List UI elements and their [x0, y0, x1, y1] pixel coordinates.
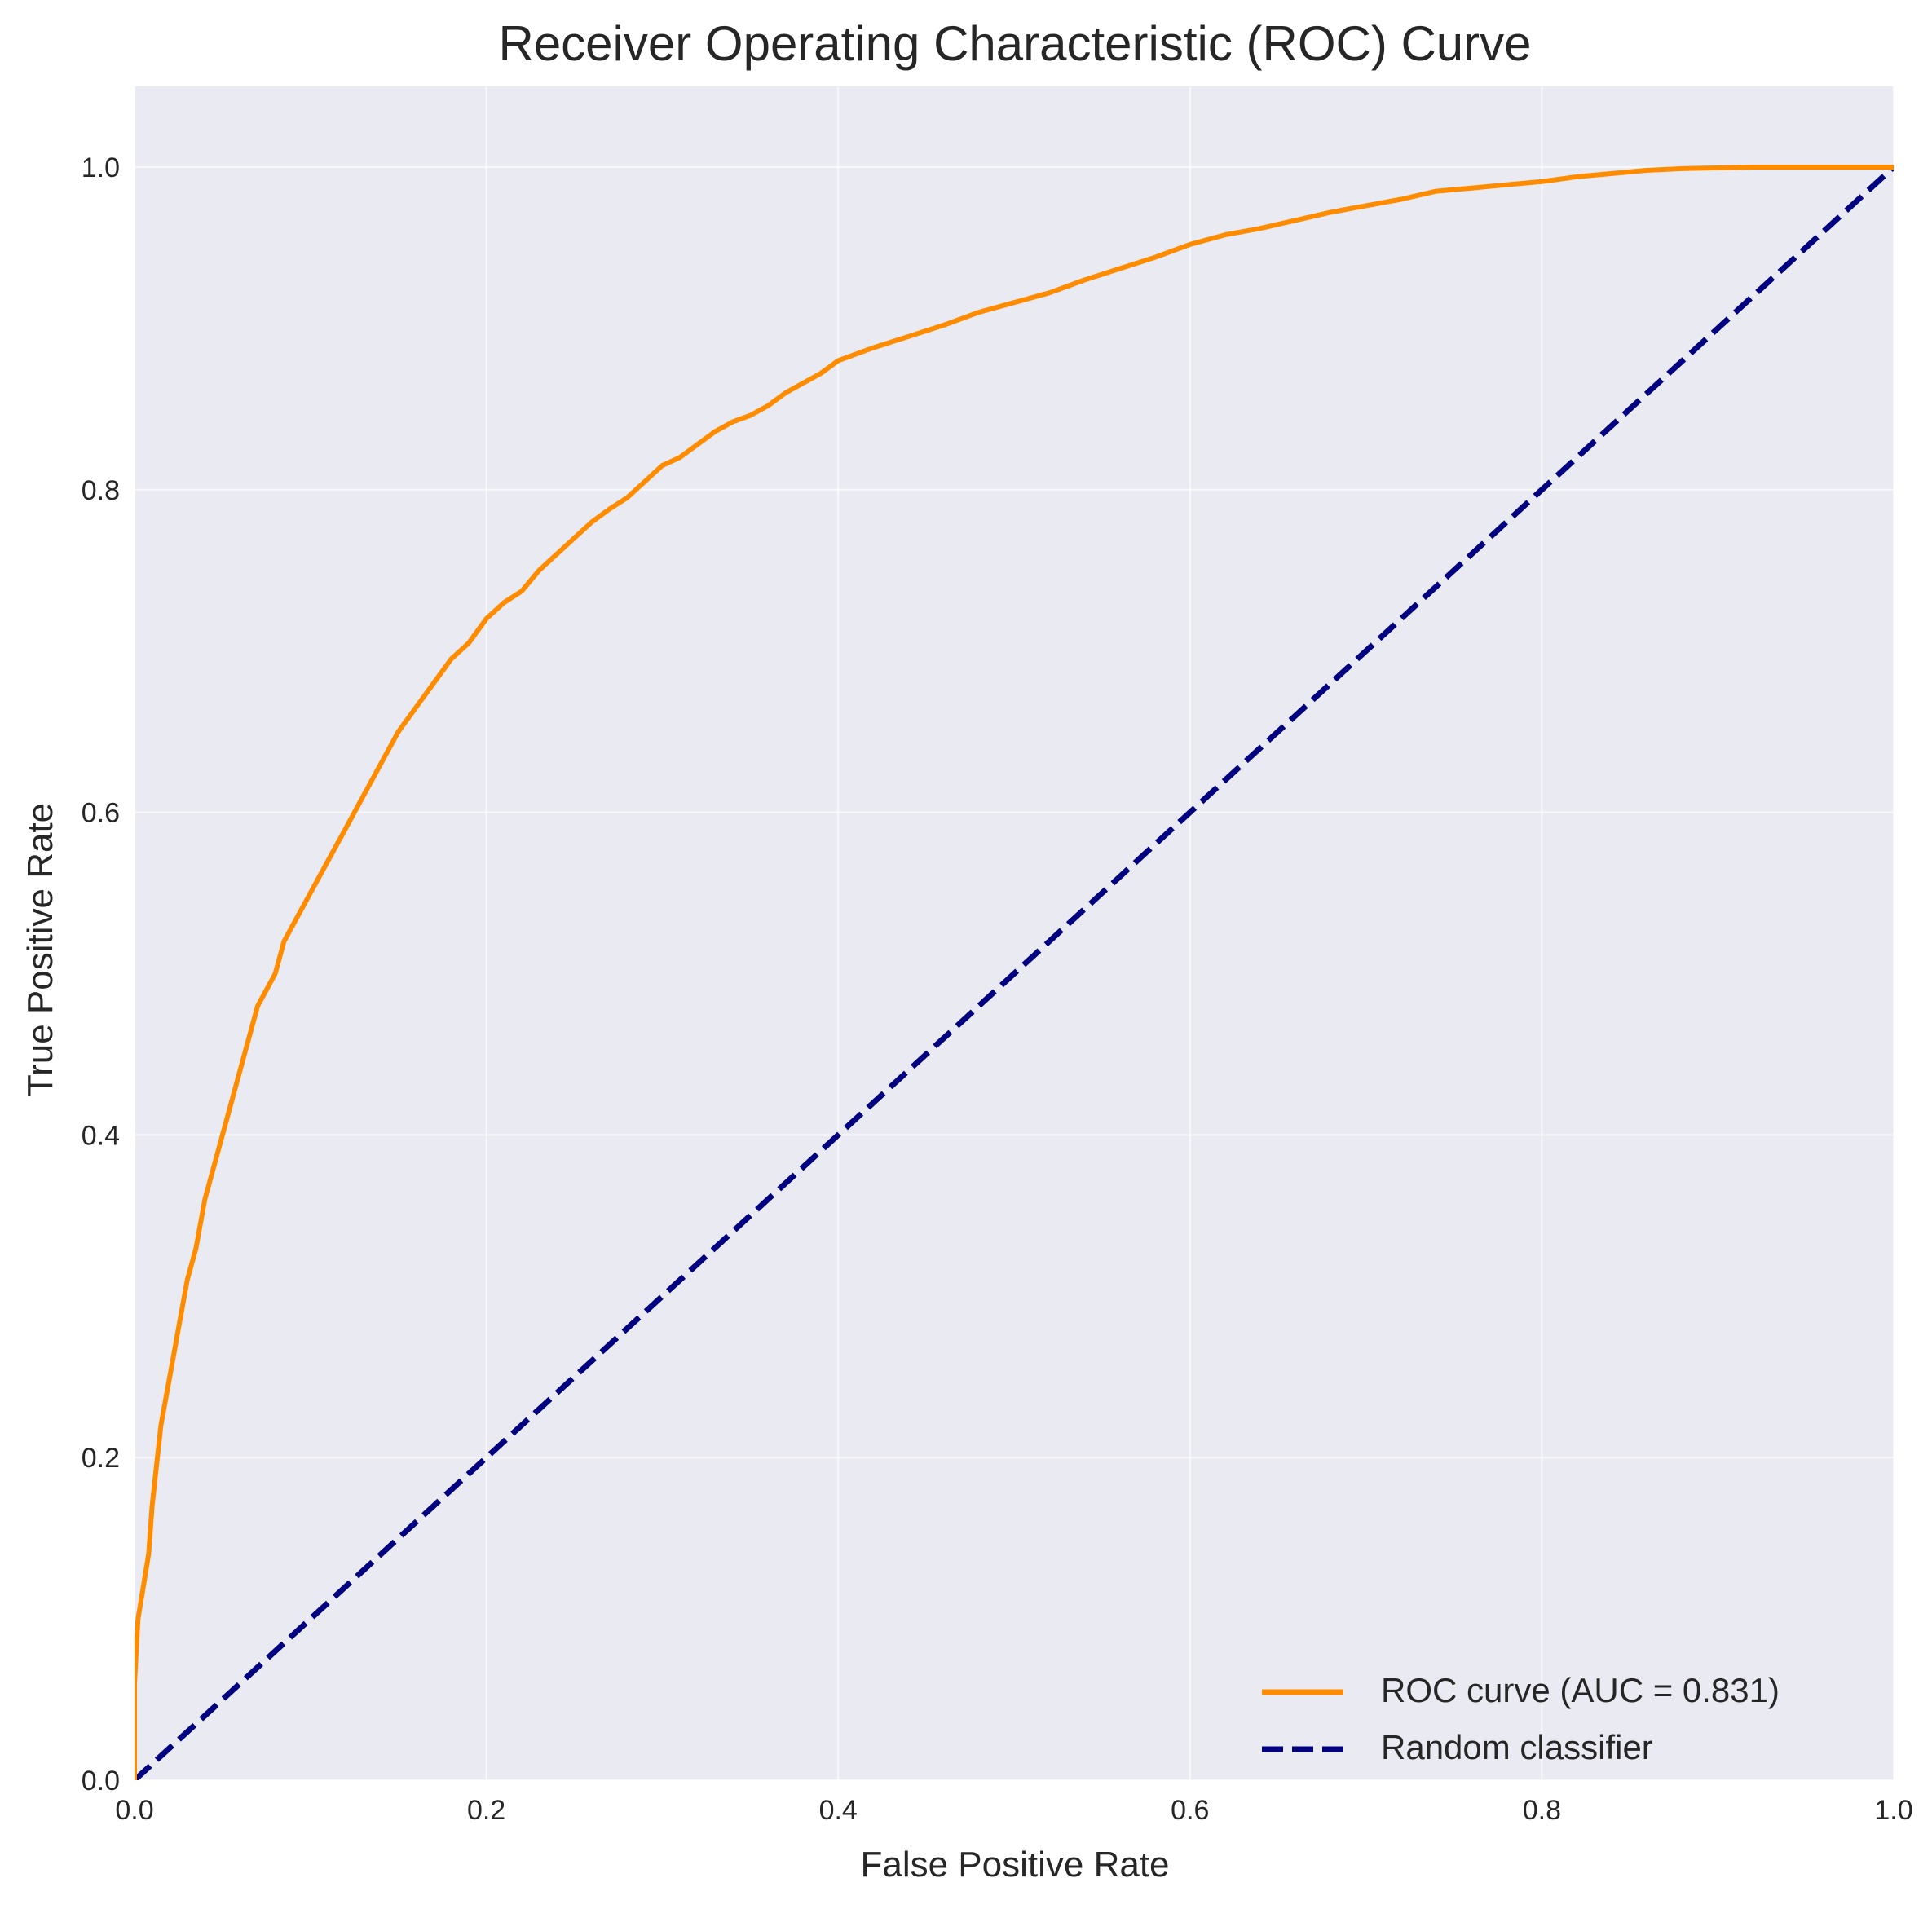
x-tick-label-4: 0.8: [1523, 1795, 1561, 1826]
grid-lines: [134, 86, 1895, 1781]
legend: ROC curve (AUC = 0.831) Random classifier: [1262, 1671, 1780, 1766]
y-tick-label-4: 0.8: [82, 475, 120, 506]
x-tick-label-1: 0.2: [467, 1795, 505, 1826]
x-axis-label: False Positive Rate: [860, 1845, 1169, 1885]
y-tick-label-0: 0.0: [82, 1766, 120, 1797]
legend-random-label: Random classifier: [1381, 1728, 1653, 1766]
x-tick-label-5: 1.0: [1874, 1795, 1912, 1826]
y-tick-label-5: 1.0: [82, 152, 120, 183]
plot-area: [135, 86, 1894, 1780]
x-tick-label-2: 0.4: [819, 1795, 858, 1826]
y-tick-label-2: 0.4: [82, 1120, 120, 1151]
tick-labels: 0.0 0.2 0.4 0.6 0.8 1.0 0.0 0.2 0.4 0.6 0.8 1.0: [82, 152, 1913, 1826]
series-group: [135, 165, 1894, 1780]
series-lines: [135, 165, 1894, 1780]
x-tick-label-0: 0.0: [115, 1795, 153, 1826]
roc-curve-line: [135, 165, 1894, 1780]
legend-roc-label: ROC curve (AUC = 0.831): [1381, 1671, 1780, 1709]
random-classifier-line: [135, 165, 1894, 1780]
x-tick-label-3: 0.6: [1171, 1795, 1209, 1826]
y-tick-label-3: 0.6: [82, 798, 120, 829]
y-axis-label: True Positive Rate: [20, 803, 60, 1096]
chart-title: Receiver Operating Characteristic (ROC) …: [498, 16, 1531, 71]
y-tick-label-1: 0.2: [82, 1443, 120, 1474]
